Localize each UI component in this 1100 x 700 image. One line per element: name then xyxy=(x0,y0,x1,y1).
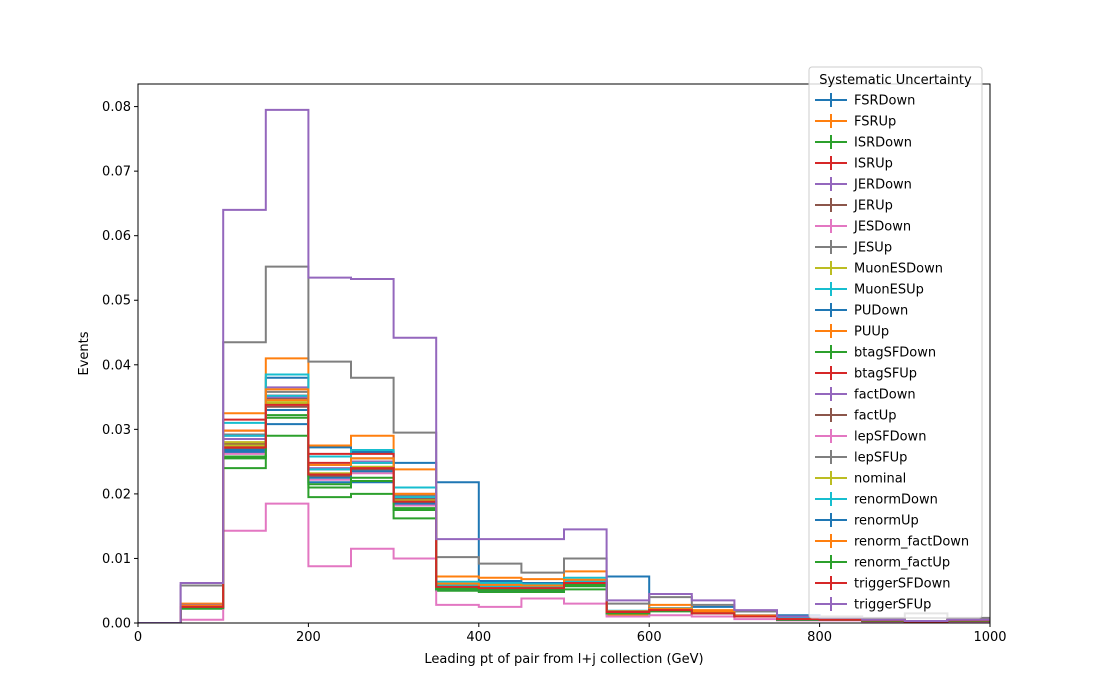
legend-label-lepSFUp: lepSFUp xyxy=(854,451,907,466)
legend-label-FSRUp: FSRUp xyxy=(854,115,896,130)
legend: Systematic Uncertainty FSRDown FSRUp ISRDow… xyxy=(808,66,983,619)
legend-label-factDown: factDown xyxy=(854,388,916,403)
legend-label-FSRDown: FSRDown xyxy=(854,94,915,109)
x-axis-title: Leading pt of pair from l+j collection (… xyxy=(424,652,703,667)
legend-label-JESDown: JESDown xyxy=(853,220,911,235)
y-tick-label: 0.03 xyxy=(102,423,131,438)
y-axis-title: Events xyxy=(77,331,92,375)
y-tick-label: 0.08 xyxy=(102,100,131,115)
series-group xyxy=(138,108,990,623)
legend-box xyxy=(808,66,983,619)
legend-label-factUp: factUp xyxy=(854,409,897,424)
legend-label-JESUp: JESUp xyxy=(853,241,892,256)
legend-label-renorm_factUp: renorm_factUp xyxy=(854,556,950,571)
legend-label-btagSFDown: btagSFDown xyxy=(854,346,936,361)
legend-label-ISRDown: ISRDown xyxy=(854,136,912,151)
legend-label-renormDown: renormDown xyxy=(854,493,938,508)
x-tick-label: 400 xyxy=(466,630,491,645)
x-tick-label: 0 xyxy=(134,630,142,645)
y-tick-label: 0.00 xyxy=(102,617,131,632)
legend-label-JERUp: JERUp xyxy=(853,199,893,214)
x-tick-label: 1000 xyxy=(973,630,1006,645)
axes: 0 200 400 600 800 1000 0.00 0.01 0.02 0.03 0.04 0.0… xyxy=(102,83,1007,645)
legend-label-MuonESUp: MuonESUp xyxy=(854,283,924,298)
y-tick-label: 0.04 xyxy=(102,358,131,373)
legend-label-renormUp: renormUp xyxy=(854,514,919,529)
legend-label-lepSFDown: lepSFDown xyxy=(854,430,926,445)
legend-label-triggerSFUp: triggerSFUp xyxy=(854,598,931,613)
x-tick-label: 800 xyxy=(807,630,832,645)
legend-label-ISRUp: ISRUp xyxy=(854,157,893,172)
y-tick-label: 0.02 xyxy=(102,487,131,502)
legend-title: Systematic Uncertainty xyxy=(819,73,972,88)
x-tick-label: 600 xyxy=(637,630,662,645)
legend-label-btagSFUp: btagSFUp xyxy=(854,367,917,382)
legend-label-renorm_factDown: renorm_factDown xyxy=(854,535,969,550)
legend-label-PUDown: PUDown xyxy=(854,304,908,319)
legend-label-triggerSFDown: triggerSFDown xyxy=(854,577,950,592)
series-line-triggerSFDown xyxy=(138,403,990,623)
legend-label-JERDown: JERDown xyxy=(853,178,912,193)
y-tick-label: 0.05 xyxy=(102,294,131,309)
y-tick-label: 0.07 xyxy=(102,165,131,180)
axes-frame xyxy=(137,83,991,624)
y-tick-label: 0.01 xyxy=(102,552,131,567)
legend-label-MuonESDown: MuonESDown xyxy=(854,262,943,277)
legend-label-nominal: nominal xyxy=(854,472,906,487)
y-tick-label: 0.06 xyxy=(102,229,131,244)
legend-label-PUUp: PUUp xyxy=(854,325,889,340)
x-tick-label: 200 xyxy=(296,630,321,645)
plot-area xyxy=(138,108,990,623)
